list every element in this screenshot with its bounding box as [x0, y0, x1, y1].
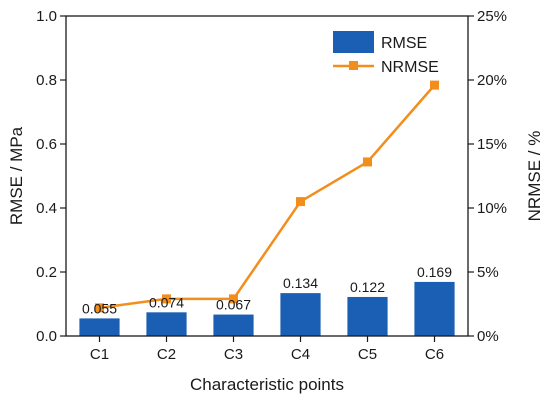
y2-tick-label: 25%	[477, 8, 507, 25]
legend-label-nrmse: NRMSE	[381, 59, 439, 76]
y-tick-label: 0.0	[36, 328, 57, 345]
bar-value-label-c1: 0.055	[82, 300, 117, 316]
bar-rmse-c3	[213, 314, 254, 336]
y2-tick-label: 20%	[477, 72, 507, 89]
bar-value-label-c6: 0.169	[417, 264, 452, 280]
bar-value-label-c3: 0.067	[216, 297, 251, 313]
bar-rmse-c6	[414, 281, 455, 336]
bar-value-label-c4: 0.134	[283, 275, 318, 291]
x-tick-label: C5	[358, 346, 377, 363]
y2-tick-label: 0%	[477, 328, 499, 345]
bar-rmse-c2	[146, 312, 187, 336]
bar-rmse-c1	[79, 318, 120, 336]
right-y-axis-ticks: 0% 5% 10% 15% 20% 25%	[468, 8, 507, 345]
legend-swatch-rmse	[333, 31, 374, 53]
x-axis-ticks: C1 C2 C3 C4 C5 C6	[90, 336, 444, 363]
y-tick-label: 0.6	[36, 136, 57, 153]
rmse-bars	[79, 281, 455, 336]
y-tick-label: 0.8	[36, 72, 57, 89]
y-tick-label: 0.4	[36, 200, 57, 217]
nrmse-marker-c3	[229, 294, 238, 304]
bar-value-labels: 0.055 0.074 0.067 0.134 0.122 0.169	[82, 264, 452, 316]
legend: RMSE NRMSE	[333, 31, 439, 76]
y-tick-label: 0.2	[36, 264, 57, 281]
bar-value-label-c5: 0.122	[350, 279, 385, 295]
nrmse-marker-c4	[296, 197, 305, 207]
left-y-axis-ticks: 0.0 0.2 0.4 0.6 0.8 1.0	[36, 8, 66, 345]
x-tick-label: C1	[90, 346, 109, 363]
x-tick-label: C4	[291, 346, 310, 363]
legend-label-rmse: RMSE	[381, 35, 427, 52]
x-axis-title: Characteristic points	[190, 375, 344, 394]
bar-value-label-c2: 0.074	[149, 294, 184, 310]
nrmse-marker-c5	[363, 157, 372, 167]
x-tick-label: C2	[157, 346, 176, 363]
y-tick-label: 1.0	[36, 8, 57, 25]
bar-rmse-c5	[347, 296, 388, 336]
y2-tick-label: 15%	[477, 136, 507, 153]
y2-tick-label: 10%	[477, 200, 507, 217]
plot-frame	[65, 15, 469, 337]
x-tick-label: C3	[224, 346, 243, 363]
y2-tick-label: 5%	[477, 264, 499, 281]
nrmse-line-series	[95, 80, 439, 313]
nrmse-marker-c6	[430, 80, 439, 90]
x-tick-label: C6	[425, 346, 444, 363]
nrmse-line	[99, 84, 436, 310]
nrmse-marker-c2	[162, 294, 171, 304]
y-axis-title: RMSE / MPa	[7, 126, 26, 225]
nrmse-marker-c1	[95, 303, 104, 313]
y2-axis-title: NRMSE / %	[525, 131, 544, 222]
legend-marker-nrmse	[349, 61, 358, 70]
bar-rmse-c4	[280, 293, 321, 336]
